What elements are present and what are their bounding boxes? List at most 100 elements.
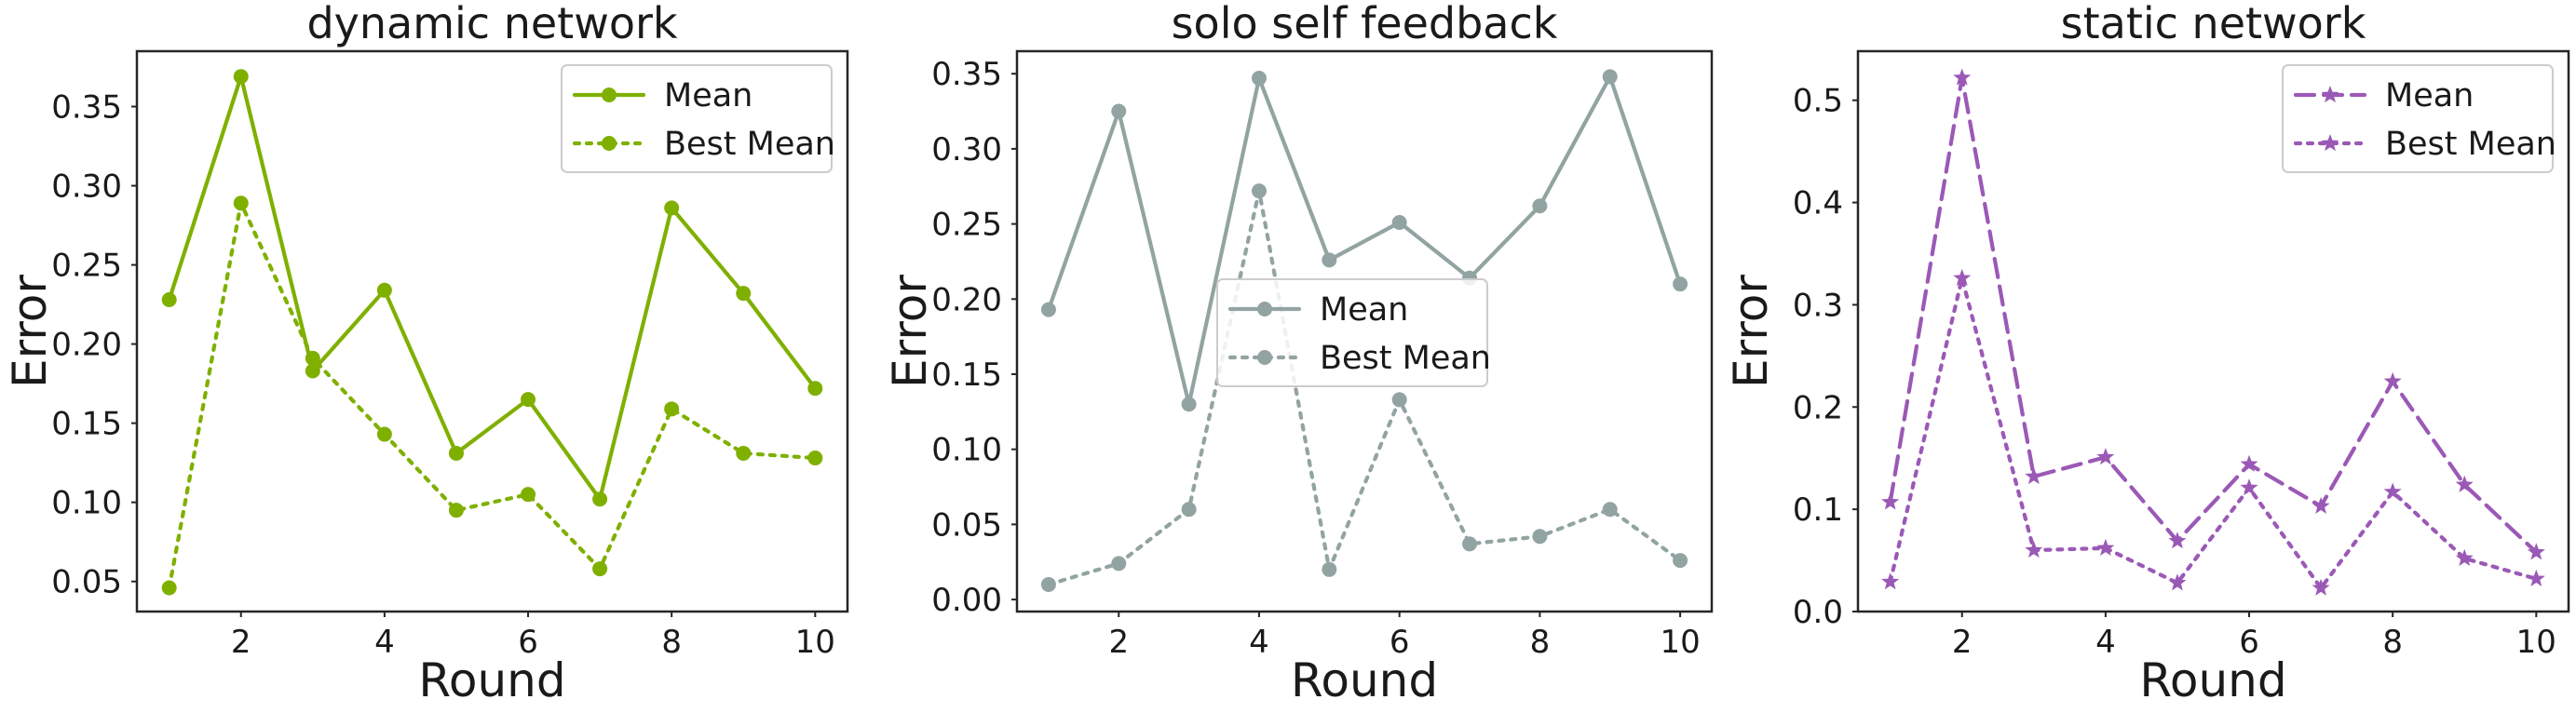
- data-point: [1322, 252, 1337, 268]
- y-tick-label: 0.30: [51, 168, 122, 206]
- y-tick-label: 0.5: [1793, 83, 1843, 120]
- x-tick-label: 8: [2382, 624, 2403, 661]
- chart-title: dynamic network: [306, 0, 677, 48]
- x-tick-label: 10: [2516, 624, 2556, 661]
- series-best-mean: [1040, 183, 1688, 592]
- data-point: [2312, 496, 2330, 514]
- legend-frame: [561, 64, 833, 173]
- legend-marker: [602, 87, 617, 102]
- series-mean: [161, 69, 823, 507]
- data-point: [521, 392, 536, 408]
- data-point: [2527, 569, 2545, 586]
- chart-title: solo self feedback: [1172, 0, 1558, 48]
- data-point: [376, 282, 392, 298]
- x-axis-label: Round: [2139, 653, 2286, 707]
- data-point: [2096, 538, 2115, 556]
- legend-label: Mean: [664, 77, 752, 114]
- data-point: [592, 561, 608, 577]
- data-point: [1181, 502, 1197, 518]
- chart-panel-1: dynamic network 2 4 6 8 10 0.05 0.10 0.15 0.20 0.2…: [3, 0, 849, 707]
- legend: Mean Best Mean: [561, 64, 835, 173]
- legend-frame: [1216, 278, 1488, 387]
- data-point: [1181, 397, 1197, 412]
- chart-panel-3: static network 2 4 6 8 10 0.0 0.1 0.2 0.3 0.4 0.5 Ro…: [1724, 0, 2570, 707]
- y-tick-label: 0.30: [931, 131, 1002, 168]
- data-point: [807, 381, 823, 397]
- data-point: [1532, 529, 1548, 545]
- plot-frame: [1856, 49, 2570, 613]
- data-point: [2383, 371, 2402, 389]
- series-best-mean: [1881, 268, 2545, 596]
- chart-title: static network: [2061, 0, 2366, 48]
- x-tick-label: 6: [1390, 624, 1410, 661]
- data-point: [1881, 572, 1900, 590]
- legend-marker: [2321, 134, 2339, 152]
- data-point: [305, 363, 320, 379]
- data-point: [1673, 276, 1688, 292]
- data-point: [1251, 183, 1267, 199]
- x-tick-label: 4: [1249, 624, 1269, 661]
- y-tick-label: 0.35: [51, 89, 122, 127]
- x-tick-label: 10: [1660, 624, 1700, 661]
- data-point: [2240, 478, 2258, 496]
- series-line: [167, 74, 818, 502]
- data-point: [1111, 556, 1127, 572]
- y-tick-label: 0.1: [1793, 491, 1843, 529]
- chart-panel-2: solo self feedback 2 4 6 8 10 0.00 0.05 0.10 0.15…: [883, 0, 1714, 707]
- data-point: [521, 487, 536, 503]
- legend-label: Best Mean: [1320, 340, 1491, 377]
- data-point: [2025, 466, 2043, 485]
- series-line: [1046, 189, 1683, 587]
- y-axis-label: Error: [883, 275, 937, 388]
- y-tick-label: 0.25: [51, 248, 122, 285]
- legend-label: Best Mean: [2385, 126, 2556, 163]
- data-point: [2383, 482, 2402, 500]
- series-line: [1888, 276, 2539, 590]
- data-point: [2240, 454, 2258, 472]
- series-line: [167, 201, 818, 590]
- data-point: [161, 580, 177, 596]
- legend-label: Mean: [2385, 77, 2474, 114]
- data-point: [376, 426, 392, 442]
- legend: Mean Best Mean: [2282, 64, 2556, 173]
- x-tick-label: 8: [661, 624, 682, 661]
- data-point: [736, 286, 752, 302]
- data-point: [1322, 561, 1337, 577]
- legend-label: Mean: [1320, 291, 1408, 329]
- data-point: [305, 350, 320, 366]
- data-point: [1953, 68, 1972, 86]
- data-point: [1040, 302, 1056, 317]
- legend: Mean Best Mean: [1216, 278, 1491, 387]
- x-tick-label: 4: [2095, 624, 2116, 661]
- x-tick-label: 2: [1108, 624, 1129, 661]
- data-point: [1251, 71, 1267, 87]
- plot-frame: [135, 49, 849, 613]
- y-tick-label: 0.20: [931, 281, 1002, 318]
- y-tick-label: 0.25: [931, 207, 1002, 244]
- data-point: [1040, 576, 1056, 592]
- x-tick-label: 6: [518, 624, 538, 661]
- y-tick-label: 0.15: [51, 406, 122, 443]
- x-tick-label: 2: [1952, 624, 1973, 661]
- legend-marker: [2321, 86, 2339, 103]
- plot-frame: [1015, 49, 1714, 613]
- data-point: [1602, 69, 1618, 85]
- data-point: [664, 200, 680, 216]
- data-point: [807, 451, 823, 466]
- x-axis-label: Round: [418, 653, 565, 707]
- data-point: [1532, 198, 1548, 214]
- data-point: [1111, 103, 1127, 119]
- y-tick-label: 0.20: [51, 327, 122, 364]
- data-point: [233, 195, 249, 211]
- series-mean: [1881, 68, 2545, 560]
- data-point: [2527, 543, 2545, 560]
- legend-label: Best Mean: [664, 126, 835, 163]
- legend-marker: [1257, 350, 1272, 365]
- data-point: [592, 491, 608, 507]
- data-point: [1391, 214, 1407, 230]
- data-point: [2096, 448, 2115, 465]
- y-tick-label: 0.35: [931, 56, 1002, 93]
- x-tick-label: 4: [374, 624, 395, 661]
- data-point: [1881, 492, 1900, 510]
